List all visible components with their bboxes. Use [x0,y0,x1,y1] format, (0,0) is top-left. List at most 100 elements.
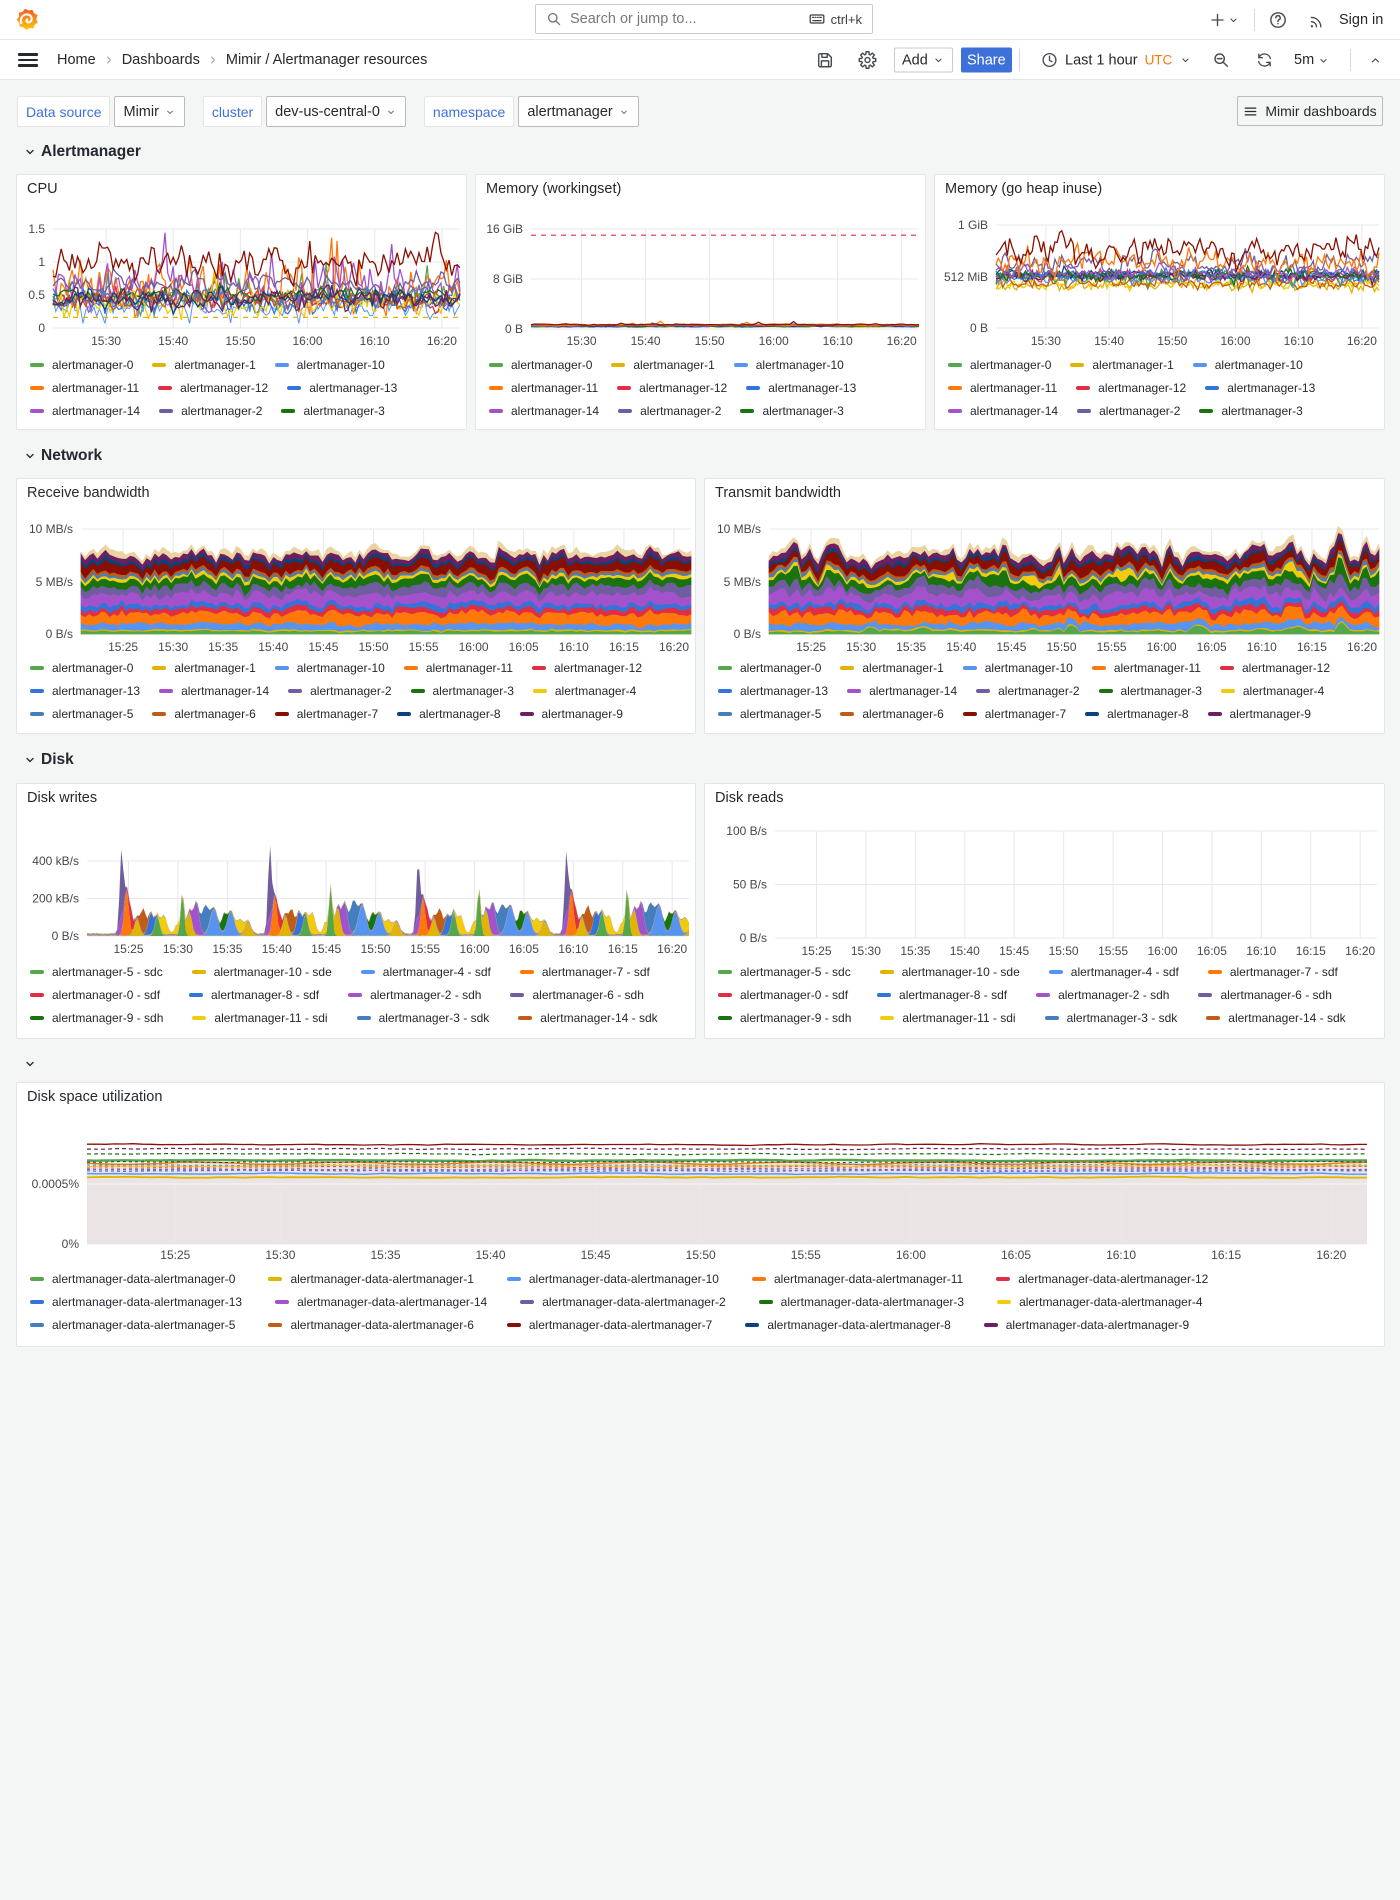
svg-text:15:40: 15:40 [631,334,661,348]
svg-text:15:55: 15:55 [409,640,439,654]
svg-text:15:50: 15:50 [361,942,391,956]
svg-text:16:10: 16:10 [1284,334,1314,348]
svg-text:16:00: 16:00 [759,334,789,348]
svg-text:16:20: 16:20 [1347,334,1377,348]
svg-text:15:25: 15:25 [796,640,826,654]
svg-text:16:05: 16:05 [509,942,539,956]
svg-text:100 B/s: 100 B/s [726,824,767,838]
svg-text:200 kB/s: 200 kB/s [32,892,79,906]
svg-text:16:00: 16:00 [292,334,322,348]
svg-text:16:00: 16:00 [1147,640,1177,654]
svg-text:16:05: 16:05 [509,640,539,654]
svg-text:0.0005%: 0.0005% [32,1177,80,1191]
svg-text:15:50: 15:50 [1046,640,1076,654]
svg-text:15:40: 15:40 [946,640,976,654]
svg-text:400 kB/s: 400 kB/s [32,854,79,868]
svg-text:16:00: 16:00 [459,640,489,654]
svg-text:15:30: 15:30 [91,334,121,348]
svg-text:15:25: 15:25 [160,1248,190,1262]
svg-text:15:50: 15:50 [1049,944,1079,958]
svg-text:15:50: 15:50 [225,334,255,348]
svg-text:15:40: 15:40 [258,640,288,654]
svg-text:15:45: 15:45 [311,942,341,956]
svg-text:0 B: 0 B [970,321,988,335]
svg-text:15:45: 15:45 [581,1248,611,1262]
svg-text:10 MB/s: 10 MB/s [717,522,761,536]
svg-text:15:35: 15:35 [896,640,926,654]
svg-text:15:55: 15:55 [1097,640,1127,654]
svg-text:15:55: 15:55 [791,1248,821,1262]
svg-text:16:00: 16:00 [896,1248,926,1262]
svg-text:16:10: 16:10 [558,942,588,956]
svg-text:15:30: 15:30 [265,1248,295,1262]
svg-text:16:20: 16:20 [887,334,917,348]
svg-text:1: 1 [38,255,45,269]
svg-text:16:00: 16:00 [459,942,489,956]
svg-text:16 GiB: 16 GiB [486,222,523,236]
svg-text:16:15: 16:15 [1296,944,1326,958]
svg-text:15:55: 15:55 [410,942,440,956]
svg-text:16:00: 16:00 [1220,334,1250,348]
svg-text:15:35: 15:35 [208,640,238,654]
svg-text:16:00: 16:00 [1147,944,1177,958]
svg-text:5 MB/s: 5 MB/s [36,575,73,589]
svg-text:15:30: 15:30 [1031,334,1061,348]
svg-text:15:50: 15:50 [1157,334,1187,348]
svg-text:16:20: 16:20 [1347,640,1377,654]
svg-text:15:25: 15:25 [113,942,143,956]
svg-text:16:05: 16:05 [1197,640,1227,654]
svg-text:16:15: 16:15 [608,942,638,956]
svg-text:16:20: 16:20 [427,334,457,348]
svg-text:15:45: 15:45 [996,640,1026,654]
svg-text:15:40: 15:40 [475,1248,505,1262]
svg-text:16:15: 16:15 [609,640,639,654]
svg-text:16:10: 16:10 [1246,944,1276,958]
svg-text:0 B/s: 0 B/s [734,627,761,641]
svg-text:15:30: 15:30 [846,640,876,654]
svg-text:15:45: 15:45 [308,640,338,654]
svg-text:15:50: 15:50 [358,640,388,654]
svg-text:15:50: 15:50 [695,334,725,348]
svg-text:16:20: 16:20 [659,640,689,654]
svg-text:1 GiB: 1 GiB [958,218,988,232]
svg-text:16:10: 16:10 [1106,1248,1136,1262]
svg-text:15:25: 15:25 [108,640,138,654]
svg-text:15:40: 15:40 [262,942,292,956]
svg-text:15:25: 15:25 [801,944,831,958]
svg-text:0: 0 [38,321,45,335]
svg-text:512 MiB: 512 MiB [944,270,988,284]
svg-text:15:35: 15:35 [900,944,930,958]
svg-text:10 MB/s: 10 MB/s [29,522,73,536]
svg-text:16:05: 16:05 [1197,944,1227,958]
svg-text:16:20: 16:20 [657,942,687,956]
svg-text:15:55: 15:55 [1098,944,1128,958]
svg-text:15:40: 15:40 [1094,334,1124,348]
svg-text:1.5: 1.5 [28,222,45,236]
svg-text:16:10: 16:10 [823,334,853,348]
svg-text:15:30: 15:30 [851,944,881,958]
svg-text:0.5: 0.5 [28,288,45,302]
svg-text:16:10: 16:10 [360,334,390,348]
svg-text:8 GiB: 8 GiB [493,272,523,286]
svg-text:15:30: 15:30 [567,334,597,348]
svg-text:15:40: 15:40 [158,334,188,348]
svg-text:0 B: 0 B [505,322,523,336]
svg-text:0%: 0% [62,1237,80,1251]
svg-text:15:50: 15:50 [686,1248,716,1262]
svg-text:50 B/s: 50 B/s [733,878,767,892]
svg-text:15:40: 15:40 [950,944,980,958]
svg-text:0 B/s: 0 B/s [46,627,73,641]
svg-text:16:20: 16:20 [1316,1248,1346,1262]
svg-text:16:15: 16:15 [1297,640,1327,654]
svg-text:16:10: 16:10 [559,640,589,654]
svg-text:15:35: 15:35 [370,1248,400,1262]
svg-text:15:45: 15:45 [999,944,1029,958]
svg-text:0 B/s: 0 B/s [52,929,79,943]
svg-text:16:05: 16:05 [1001,1248,1031,1262]
svg-text:16:10: 16:10 [1247,640,1277,654]
svg-text:16:15: 16:15 [1211,1248,1241,1262]
svg-text:0 B/s: 0 B/s [740,931,767,945]
svg-text:15:30: 15:30 [163,942,193,956]
svg-text:15:35: 15:35 [212,942,242,956]
svg-text:16:20: 16:20 [1345,944,1375,958]
